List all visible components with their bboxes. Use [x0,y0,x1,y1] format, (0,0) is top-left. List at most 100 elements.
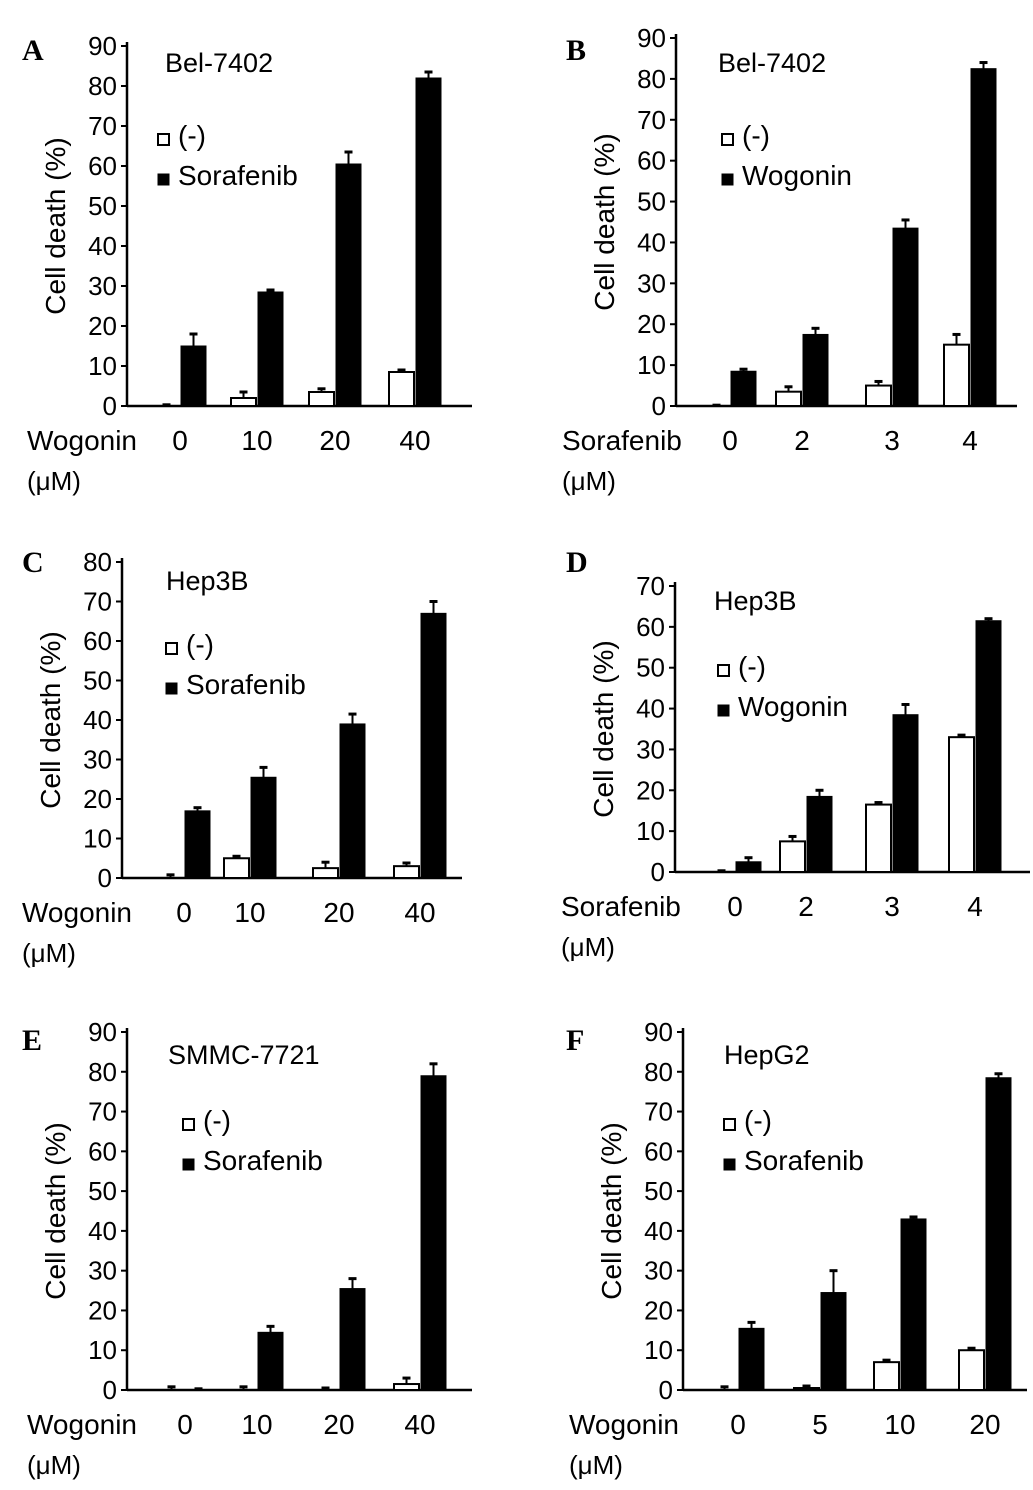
y-tick-label-a-30: 30 [88,271,117,301]
legend-swatch-filled-b [721,173,734,186]
x-tick-label-d-3: 3 [884,891,900,922]
y-tick-label-d-40: 40 [636,694,665,724]
legend-label-open-c: (-) [186,629,214,660]
x-tick-label-d-4: 4 [967,891,983,922]
bar-filled-a-20 [335,163,362,407]
bar-open-c-20 [312,867,339,879]
bar-open-b-3 [865,384,892,407]
y-tick-label-d-60: 60 [636,612,665,642]
y-tick-label-d-30: 30 [636,734,665,764]
x-tick-label-c-10: 10 [234,897,265,928]
bar-open-b-4 [943,343,970,407]
x-tick-label-b-0: 0 [722,425,738,456]
x-tick-label-e-20: 20 [323,1409,354,1440]
y-tick-label-e-40: 40 [88,1216,117,1246]
bar-filled-a-0 [180,345,207,407]
legend-swatch-filled-e [182,1158,195,1171]
y-tick-label-d-70: 70 [636,571,665,601]
bar-filled-f-20 [985,1077,1012,1391]
legend-swatch-open-b [721,133,734,146]
legend-swatch-open-c [165,642,178,655]
chart-title-d: Hep3B [714,586,797,616]
y-tick-label-e-60: 60 [88,1136,117,1166]
y-tick-label-e-20: 20 [88,1295,117,1325]
bar-filled-d-3 [892,714,919,873]
legend-swatch-open-e [182,1118,195,1131]
bar-filled-c-10 [250,776,277,879]
y-tick-label-c-60: 60 [83,626,112,656]
y-tick-label-f-20: 20 [644,1295,673,1325]
x-axis-unit-d: (μM) [561,932,615,962]
x-tick-label-b-3: 3 [884,425,900,456]
panel-letter-b: B [566,34,586,67]
y-tick-label-b-60: 60 [637,146,666,176]
y-tick-label-c-40: 40 [83,705,112,735]
legend-label-open-f: (-) [744,1105,772,1136]
x-axis-label-b: Sorafenib [562,425,682,456]
bar-filled-e-20 [339,1288,366,1391]
y-tick-label-a-50: 50 [88,191,117,221]
y-tick-label-a-80: 80 [88,71,117,101]
legend-swatch-open-a [157,133,170,146]
bar-filled-b-4 [970,68,997,407]
y-tick-label-e-90: 90 [88,1017,117,1047]
y-tick-label-b-30: 30 [637,268,666,298]
bar-open-a-20 [308,391,335,407]
bar-open-d-4 [948,736,975,874]
legend-swatch-open-f [723,1118,736,1131]
bar-filled-c-0 [184,810,211,879]
y-tick-label-f-0: 0 [659,1375,673,1405]
bar-filled-e-40 [420,1075,447,1391]
y-tick-label-b-20: 20 [637,309,666,339]
x-axis-label-f: Wogonin [569,1409,679,1440]
y-tick-label-f-90: 90 [644,1017,673,1047]
y-axis-label-d: Cell death (%) [588,640,619,817]
bar-open-f-5 [793,1387,820,1391]
legend-label-open-a: (-) [178,120,206,151]
chart-title-b: Bel-7402 [718,48,826,78]
y-tick-label-d-10: 10 [636,816,665,846]
y-tick-label-c-50: 50 [83,666,112,696]
y-axis-label-c: Cell death (%) [35,631,66,808]
y-tick-label-e-70: 70 [88,1097,117,1127]
panel-letter-f: F [566,1024,584,1057]
bar-filled-c-20 [339,723,366,879]
bar-filled-f-0 [738,1327,765,1391]
bar-filled-d-2 [806,795,833,873]
x-tick-label-a-10: 10 [241,425,272,456]
y-tick-label-f-10: 10 [644,1335,673,1365]
bar-open-a-10 [230,397,257,407]
y-tick-label-b-10: 10 [637,350,666,380]
x-tick-label-f-10: 10 [884,1409,915,1440]
y-tick-label-f-60: 60 [644,1136,673,1166]
legend-label-filled-f: Sorafenib [744,1145,864,1176]
legend-swatch-filled-c [165,682,178,695]
x-tick-label-e-0: 0 [177,1409,193,1440]
y-tick-label-a-70: 70 [88,111,117,141]
x-tick-label-b-2: 2 [794,425,810,456]
panel-c: C Hep3B 0 10 20 30 40 50 60 70 80 Cell death (%) 0 10… [22,546,462,968]
x-axis-label-d: Sorafenib [561,891,681,922]
panel-letter-c: C [22,546,44,579]
chart-title-f: HepG2 [724,1040,810,1070]
x-tick-label-a-0: 0 [172,425,188,456]
chart-title-c: Hep3B [166,566,249,596]
x-axis-label-e: Wogonin [27,1409,137,1440]
panel-e: E SMMC-7721 0 10 20 30 40 50 60 70 80 90 Cell death … [22,1017,472,1480]
legend-swatch-filled-f [723,1158,736,1171]
bar-open-f-10 [873,1361,900,1391]
y-tick-label-b-70: 70 [637,105,666,135]
x-axis-label-a: Wogonin [27,425,137,456]
y-tick-label-c-70: 70 [83,587,112,617]
x-tick-label-f-5: 5 [812,1409,828,1440]
y-tick-label-a-0: 0 [103,391,117,421]
bar-open-b-2 [775,390,802,408]
x-tick-label-d-0: 0 [727,891,743,922]
x-tick-label-e-40: 40 [404,1409,435,1440]
x-axis-unit-e: (μM) [27,1450,81,1480]
legend-label-open-b: (-) [742,120,770,151]
bar-open-e-40 [393,1383,420,1391]
y-tick-label-b-40: 40 [637,227,666,257]
bar-open-d-3 [865,803,892,873]
legend-label-filled-c: Sorafenib [186,669,306,700]
